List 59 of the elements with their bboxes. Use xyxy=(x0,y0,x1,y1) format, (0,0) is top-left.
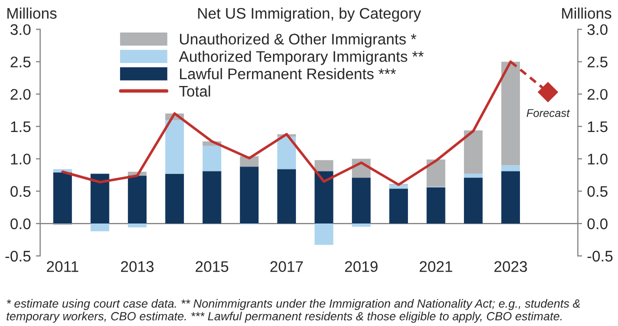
bar xyxy=(53,172,72,224)
y-tick-label: 3.0 xyxy=(10,24,31,36)
chart-title: Net US Immigration, by Category xyxy=(198,8,422,22)
bar xyxy=(128,224,147,228)
y2-axis-title: Millions xyxy=(562,8,612,19)
bar xyxy=(165,120,184,174)
y2-tick-label: 0.5 xyxy=(587,186,608,197)
x-tick-label: 2015 xyxy=(196,261,228,272)
y-axis-title: Millions xyxy=(7,8,57,19)
bar xyxy=(165,174,184,224)
y-tick-label: 0.5 xyxy=(10,186,31,197)
bar xyxy=(464,178,483,224)
y2-tick-label: 0.0 xyxy=(587,218,608,230)
y-tick-label: 1.0 xyxy=(11,154,31,164)
bar xyxy=(277,136,296,170)
bar xyxy=(277,169,296,224)
legend-label: Lawful Permanent Residents *** xyxy=(180,68,396,80)
bar xyxy=(464,174,483,178)
y-tick-label: 0.0 xyxy=(10,218,31,230)
bar xyxy=(464,130,483,174)
y2-tick-label: 1.0 xyxy=(588,154,608,164)
bar xyxy=(240,166,259,224)
bar xyxy=(352,224,371,227)
bar xyxy=(314,171,334,224)
y-tick-label: 2.5 xyxy=(10,56,31,68)
y2-tick-label: 3.0 xyxy=(587,24,608,36)
bar xyxy=(501,171,520,224)
y2-tick-label: 2.5 xyxy=(588,56,608,68)
y2-tick-label: -0.5 xyxy=(588,250,613,262)
bar xyxy=(314,160,334,172)
bar xyxy=(90,174,110,224)
y-tick-label: -0.5 xyxy=(5,250,31,262)
y-tick-label: 2.0 xyxy=(10,88,31,100)
legend-label: Unauthorized & Other Immigrants * xyxy=(180,33,416,48)
bar xyxy=(314,224,334,245)
y2-tick-label: 1.5 xyxy=(588,121,608,132)
bar xyxy=(90,224,110,232)
x-tick-label: 2023 xyxy=(494,261,527,272)
bar xyxy=(352,178,371,224)
y2-tick-label: 2.0 xyxy=(588,88,608,100)
x-tick-label: 2011 xyxy=(46,261,78,272)
bar xyxy=(426,187,446,224)
x-tick-label: 2021 xyxy=(420,261,452,272)
bar xyxy=(202,171,222,224)
bar xyxy=(128,176,147,224)
x-tick-label: 2019 xyxy=(345,261,378,272)
bar xyxy=(501,62,520,166)
x-tick-label: 2017 xyxy=(270,261,303,272)
legend-label: Authorized Temporary Immigrants ** xyxy=(178,50,424,65)
bar xyxy=(202,146,222,172)
bar xyxy=(389,188,408,224)
x-tick-label: 2013 xyxy=(121,261,154,272)
bar xyxy=(501,165,520,172)
text: * estimate using court case data. ** Nonimmigrants under the Immigration and Nationality Act; e.g., students & temporary workers, CBO estimate. *** Lawful permanent residents & those eligible to apply, CBO estimate. xyxy=(6,299,580,323)
bar xyxy=(426,159,446,187)
y-tick-label: 1.5 xyxy=(11,121,31,132)
legend-label: Total xyxy=(179,85,210,97)
annotation: Forecast xyxy=(526,109,570,117)
bar xyxy=(389,184,408,189)
